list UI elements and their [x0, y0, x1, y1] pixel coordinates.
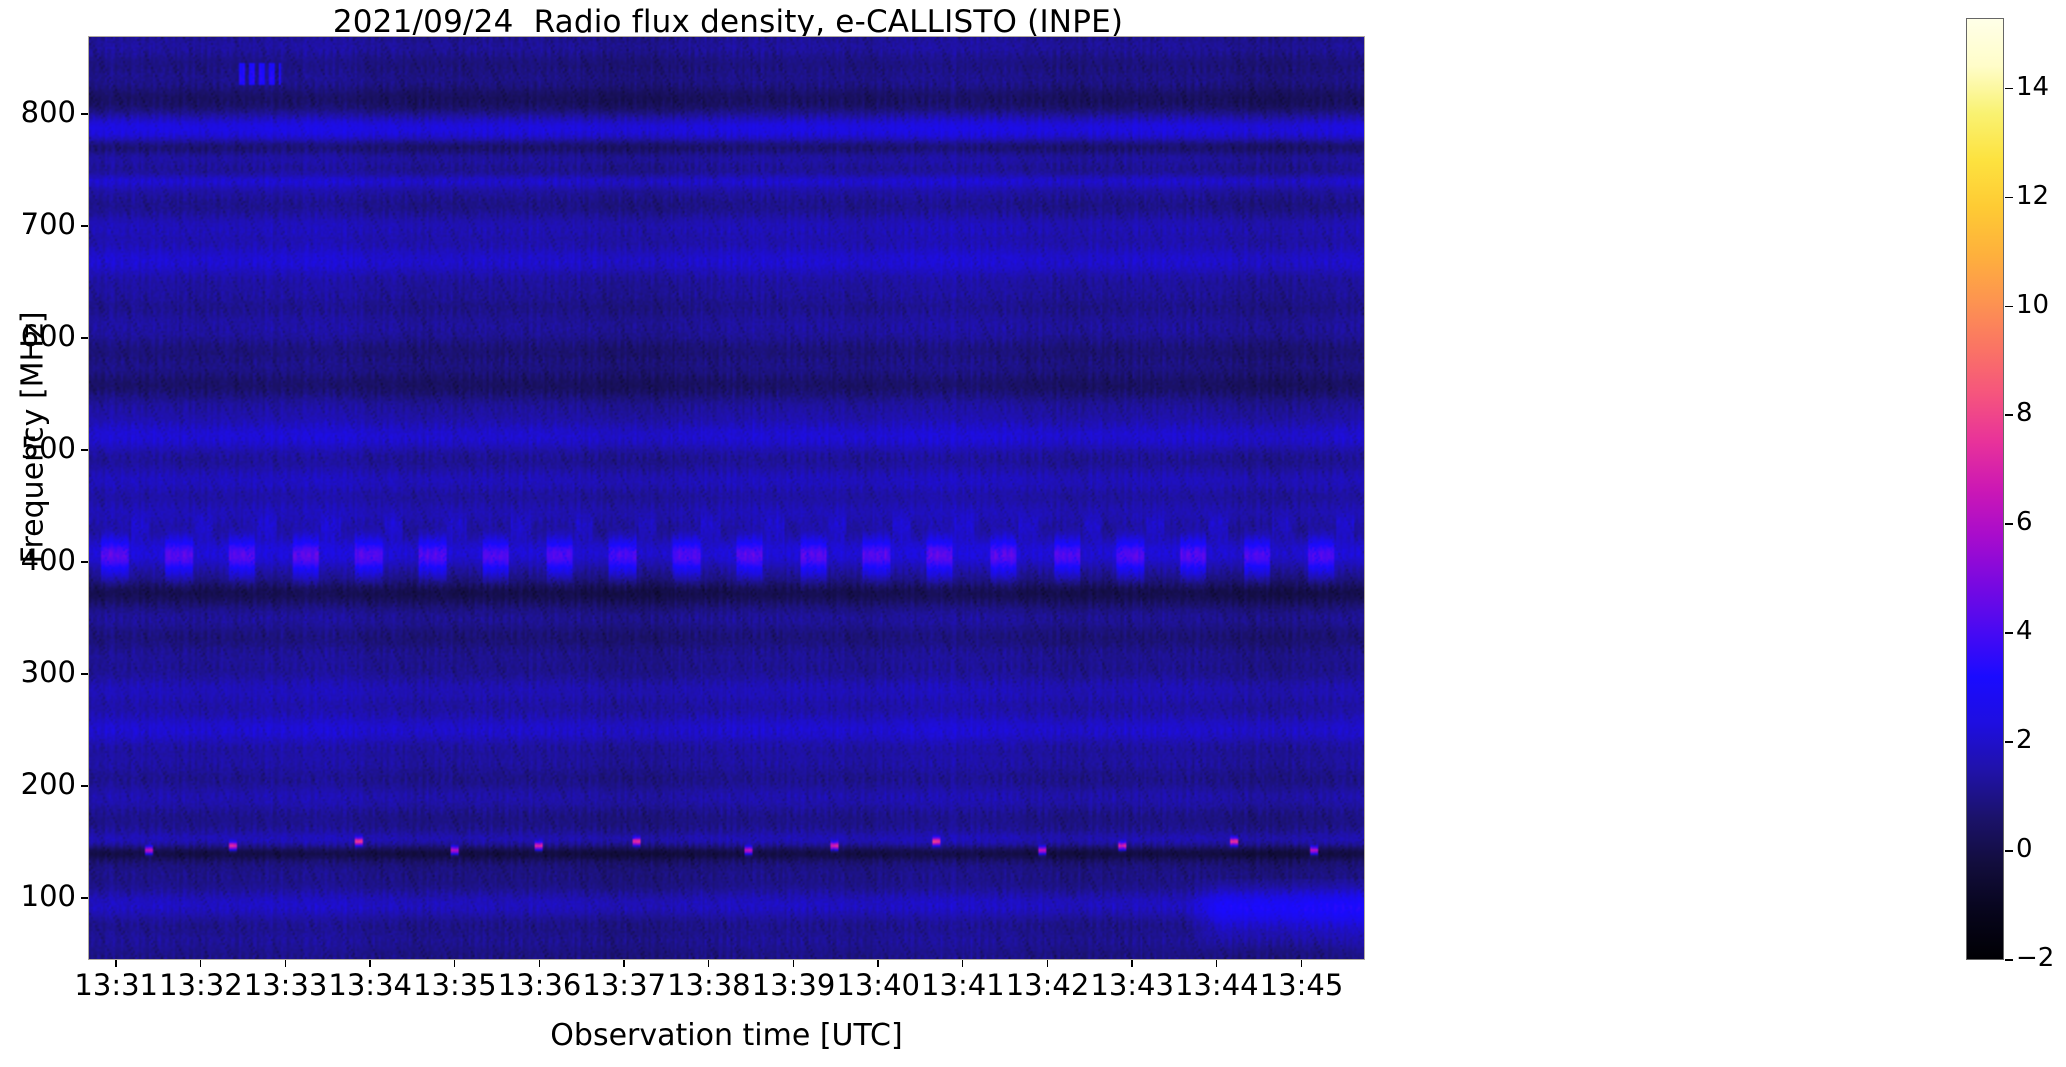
x-tick-mark: [1215, 960, 1218, 967]
x-tick-mark: [1131, 960, 1133, 967]
x-tick-label: 13:42: [1005, 968, 1090, 1002]
colorbar-tick-label: 14: [2016, 71, 2050, 102]
colorbar-tick-mark: [2005, 87, 2013, 90]
spectrogram-image: [89, 37, 1364, 959]
x-tick-label: 13:34: [328, 968, 412, 1002]
x-tick-mark: [453, 960, 456, 967]
y-tick-mark: [81, 337, 88, 339]
y-tick-label: 100: [20, 879, 76, 914]
x-tick-mark: [961, 960, 964, 967]
colorbar-tick-mark: [2005, 741, 2013, 743]
x-tick-mark: [115, 960, 117, 967]
y-tick-mark: [81, 897, 88, 899]
x-tick-label: 13:40: [836, 968, 920, 1002]
x-tick-mark: [707, 960, 710, 967]
x-axis-label: Observation time [UTC]: [550, 1018, 903, 1053]
x-tick-label: 13:36: [497, 968, 582, 1002]
y-tick-mark: [81, 561, 88, 563]
y-tick-mark: [81, 113, 88, 115]
colorbar-tick-label: 0: [2016, 834, 2033, 865]
colorbar-tick-label: 6: [2016, 507, 2033, 538]
colorbar-tick-label: −2: [2016, 943, 2055, 973]
x-tick-mark: [623, 960, 625, 967]
y-tick-label: 800: [20, 95, 76, 130]
colorbar: [1966, 18, 2004, 960]
y-tick-mark: [81, 449, 88, 451]
y-tick-label: 600: [20, 319, 76, 354]
x-tick-label: 13:45: [1259, 968, 1344, 1002]
spectrogram-plot-area: [88, 36, 1365, 960]
x-tick-mark: [1300, 960, 1303, 967]
colorbar-tick-label: 4: [2016, 616, 2033, 647]
colorbar-tick-mark: [2005, 196, 2013, 199]
x-tick-label: 13:43: [1090, 968, 1174, 1002]
colorbar-tick-mark: [2005, 850, 2013, 852]
x-tick-label: 13:35: [413, 968, 497, 1002]
x-tick-mark: [792, 960, 795, 967]
y-tick-label: 700: [20, 207, 76, 242]
x-tick-label: 13:33: [243, 968, 328, 1002]
page-title: 2021/09/24 Radio flux density, e-CALLIST…: [332, 4, 1124, 40]
y-tick-label: 300: [20, 655, 76, 690]
x-tick-label: 13:32: [159, 968, 243, 1002]
x-tick-label: 13:44: [1175, 968, 1259, 1002]
y-tick-mark: [81, 673, 88, 675]
y-tick-label: 400: [20, 543, 76, 578]
colorbar-tick-label: 12: [2016, 180, 2050, 211]
colorbar-tick-mark: [2005, 523, 2013, 525]
x-tick-label: 13:39: [751, 968, 836, 1002]
x-tick-mark: [1046, 960, 1049, 967]
colorbar-tick-mark: [2005, 414, 2013, 417]
x-tick-mark: [877, 960, 879, 967]
colorbar-tick-label: 2: [2016, 725, 2033, 756]
x-tick-mark: [538, 960, 541, 967]
x-tick-mark: [199, 960, 202, 967]
x-tick-mark: [284, 960, 287, 967]
x-tick-mark: [369, 960, 371, 967]
x-tick-label: 13:41: [921, 968, 1005, 1002]
colorbar-tick-label: 8: [2016, 398, 2033, 429]
colorbar-tick-mark: [2005, 305, 2013, 308]
y-tick-mark: [81, 225, 88, 227]
y-tick-mark: [81, 785, 88, 787]
colorbar-gradient: [1967, 19, 2003, 959]
colorbar-tick-label: 10: [2016, 289, 2050, 320]
y-tick-label: 500: [20, 431, 76, 466]
colorbar-tick-mark: [2005, 632, 2013, 634]
x-tick-label: 13:31: [74, 968, 158, 1002]
colorbar-tick-mark: [2005, 959, 2013, 961]
x-tick-label: 13:37: [582, 968, 666, 1002]
x-tick-label: 13:38: [667, 968, 751, 1002]
y-tick-label: 200: [20, 767, 76, 802]
